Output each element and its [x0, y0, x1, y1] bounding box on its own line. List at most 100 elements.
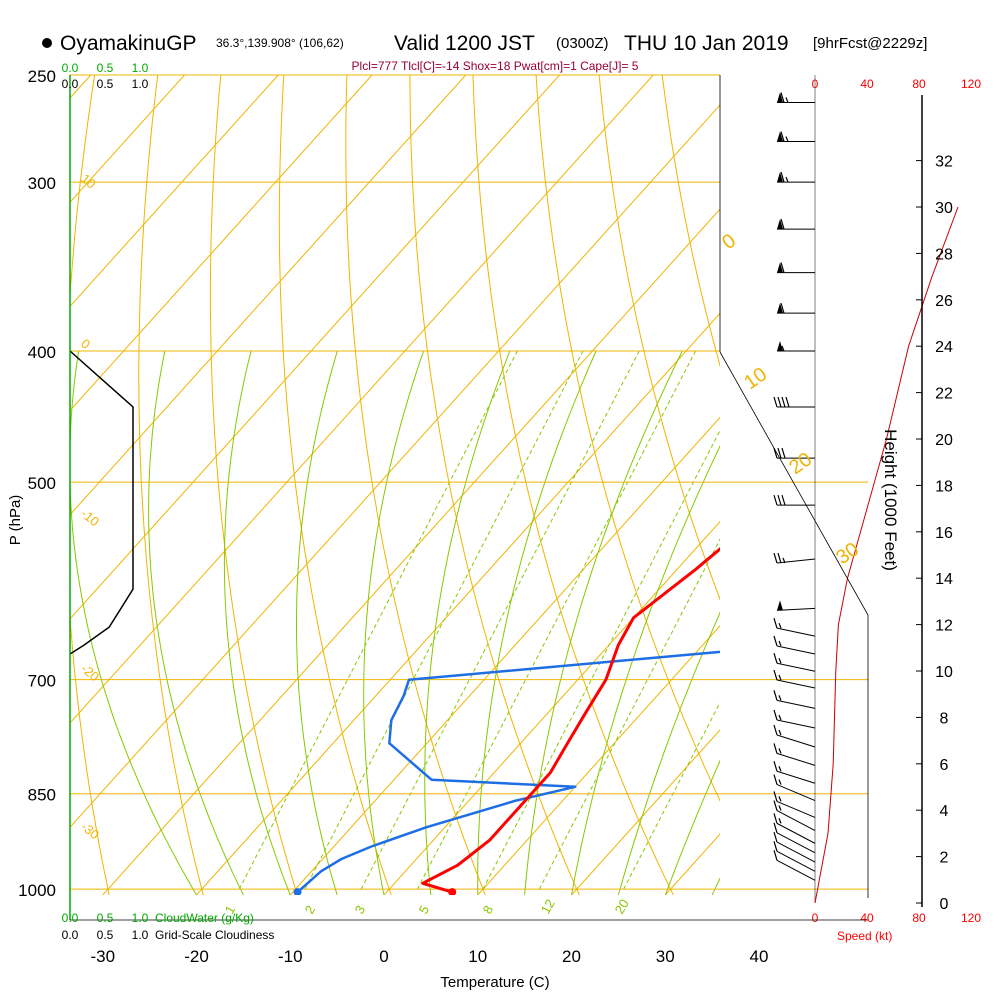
wind-barb [773, 447, 815, 459]
cloud-panel [69, 350, 134, 655]
x-tick-label: 0 [379, 947, 388, 966]
height-tick-label: 32 [935, 154, 953, 171]
height-tick-label: 18 [935, 478, 953, 495]
x-tick-label: 30 [656, 947, 675, 966]
speed-top-tick: 40 [860, 77, 874, 91]
mixing-ratio-label: 5 [416, 903, 433, 917]
dry-adiabat [345, 75, 486, 895]
isotherm-label: 0 [78, 336, 93, 352]
moist-adiabat [711, 877, 720, 895]
wind-barb [777, 131, 815, 143]
mixing-ratio-line [304, 350, 584, 890]
x-tick-label: 10 [468, 947, 487, 966]
wind-barb [773, 494, 815, 506]
mixing-ratio-line [482, 429, 720, 890]
wind-barb [777, 262, 815, 274]
height-tick-label: 6 [940, 757, 949, 774]
isotherm-label: -20 [78, 661, 102, 685]
x-axis-label: Temperature (C) [440, 974, 549, 991]
moist-adiabat [617, 611, 720, 895]
wind-barb [777, 302, 815, 314]
speed-bottom-tick: 120 [961, 911, 981, 925]
station-dot [42, 38, 52, 48]
wind-barb [773, 396, 815, 408]
temperature-line [421, 547, 720, 894]
dry-adiabat [209, 75, 298, 895]
x-tick-label: -10 [278, 947, 303, 966]
dry-adiabat-label: 0 [718, 230, 740, 254]
cloudiness-label: Grid-Scale Cloudiness [155, 928, 274, 942]
valid-date: THU 10 Jan 2019 [624, 32, 789, 55]
cloud-top-tick: 1.0 [132, 77, 149, 91]
height-tick-label: 22 [935, 386, 953, 403]
stability-indices: Plcl=777 Tlcl[C]=-14 Shox=18 Pwat[cm]=1 … [352, 59, 639, 73]
wind-barb [773, 822, 816, 854]
wind-barb [773, 724, 816, 748]
cloudwater-label: CloudWater (g/Kg) [155, 911, 254, 925]
right-frame-diagonal [719, 351, 869, 898]
dry-adiabat [661, 75, 720, 368]
forecast-info: [9hrFcst@2229z] [813, 35, 927, 52]
p-tick-label: 300 [28, 174, 56, 193]
isotherm-line [477, 625, 720, 895]
zulu-time: (0300Z) [556, 35, 609, 52]
wind-barb [773, 743, 816, 766]
dry-adiabat [70, 75, 110, 895]
dry-adiabat [278, 75, 392, 895]
moist-adiabat [477, 350, 597, 895]
y-axis-label: P (hPa) [7, 495, 24, 546]
p-tick-label: 400 [28, 343, 56, 362]
background-lines [70, 75, 1000, 895]
isotherm-line [70, 75, 279, 308]
cloud-top-tick: 0.5 [97, 77, 114, 91]
speed-bottom-tick: 0 [812, 911, 819, 925]
valid-time: Valid 1200 JST [394, 32, 535, 55]
height-tick-label: 0 [940, 896, 949, 913]
height-tick-label: 10 [935, 664, 953, 681]
dry-adiabat [978, 75, 1000, 895]
isotherm-line [70, 75, 654, 724]
profiles [293, 547, 720, 895]
wind-barb [773, 831, 816, 863]
temperature-surface-dot [448, 888, 457, 895]
cloud-top-tick: 1.0 [132, 61, 149, 75]
cloud-bottom-tick: 1.0 [132, 928, 149, 942]
mixing-ratio-line [623, 701, 720, 890]
mixing-ratio-label: 3 [352, 903, 369, 917]
moist-adiabat [148, 350, 244, 895]
dry-adiabat-label: 10 [740, 363, 771, 394]
dewpoint-line [296, 650, 720, 894]
station-name: OyamakinuGP [60, 32, 197, 55]
isotherm-line [70, 104, 720, 828]
cloud-bottom-tick: 0.0 [62, 928, 79, 942]
wind-barb [776, 600, 816, 611]
moist-adiabat [664, 759, 720, 895]
isotherm-line [102, 208, 720, 895]
moist-adiabat [363, 350, 425, 895]
speed-top-tick: 120 [961, 77, 981, 91]
wind-barb [773, 813, 816, 844]
wind-barb [773, 774, 816, 802]
station-coords: 36.3°,139.908° (106,62) [216, 36, 344, 50]
wind-barb [777, 341, 815, 352]
mixing-ratio-label: 8 [480, 903, 497, 917]
moist-adiabat [424, 350, 511, 895]
cloud-bottom-tick: 0.0 [62, 911, 79, 925]
x-tick-label: -20 [184, 947, 209, 966]
height-tick-label: 14 [935, 571, 953, 588]
wind-barb [773, 690, 816, 709]
dry-adiabat-label: 20 [785, 448, 816, 479]
height-tick-label: 30 [935, 200, 953, 217]
height-tick-label: 8 [940, 710, 949, 727]
moist-adiabat [524, 350, 683, 895]
wind-barb [777, 171, 815, 183]
p-tick-label: 1000 [18, 881, 56, 900]
x-tick-label: 40 [750, 947, 769, 966]
isotherm-line [571, 729, 720, 895]
dewpoint-surface-dot [293, 888, 302, 895]
wind-barb [773, 709, 816, 729]
speed-axis-label: Speed (kt) [837, 929, 892, 943]
cloudiness-line [69, 350, 134, 655]
height-tick-label: 4 [940, 803, 949, 820]
wind-barb [773, 617, 816, 637]
